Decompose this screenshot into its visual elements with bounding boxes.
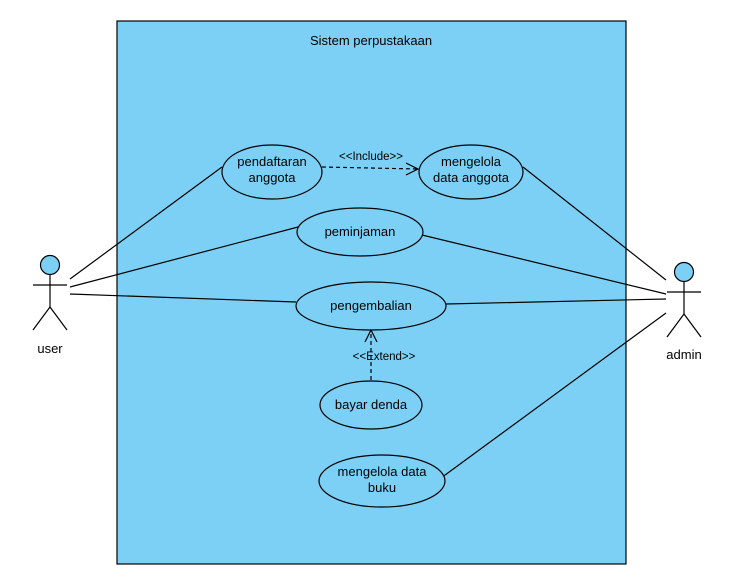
usecase-mengelola-data-anggota[interactable]: mengelola data anggota bbox=[419, 145, 523, 199]
actor-admin-label: admin bbox=[666, 347, 701, 362]
actor-user[interactable] bbox=[33, 256, 67, 331]
usecase-bayar-denda[interactable]: bayar denda bbox=[320, 381, 422, 429]
actor-user-label: user bbox=[37, 341, 63, 356]
usecase-mengelola-buku-line1: mengelola data bbox=[338, 464, 428, 479]
usecase-mengelola-data-buku[interactable]: mengelola data buku bbox=[319, 455, 445, 507]
usecase-pendaftaran-line2: anggota bbox=[249, 170, 297, 185]
usecase-bayar-denda-label: bayar denda bbox=[335, 397, 408, 412]
usecase-pendaftaran-anggota[interactable]: pendaftaran anggota bbox=[222, 145, 322, 199]
actor-admin[interactable] bbox=[667, 263, 701, 338]
usecase-peminjaman-label: peminjaman bbox=[325, 224, 396, 239]
usecase-pengembalian-label: pengembalian bbox=[330, 298, 412, 313]
actor-user-head bbox=[41, 256, 60, 275]
include-label: <<Include>> bbox=[339, 151, 403, 163]
actor-admin-head bbox=[675, 263, 694, 282]
usecase-peminjaman[interactable]: peminjaman bbox=[297, 208, 423, 256]
extend-label: <<Extend>> bbox=[353, 351, 416, 363]
usecase-pengembalian[interactable]: pengembalian bbox=[296, 282, 446, 330]
usecase-mengelola-anggota-line2: data anggota bbox=[433, 170, 510, 185]
usecase-pendaftaran-line1: pendaftaran bbox=[237, 154, 306, 169]
usecase-mengelola-anggota-line1: mengelola bbox=[441, 154, 502, 169]
system-title: Sistem perpustakaan bbox=[310, 33, 432, 48]
usecase-mengelola-buku-line2: buku bbox=[368, 480, 396, 495]
